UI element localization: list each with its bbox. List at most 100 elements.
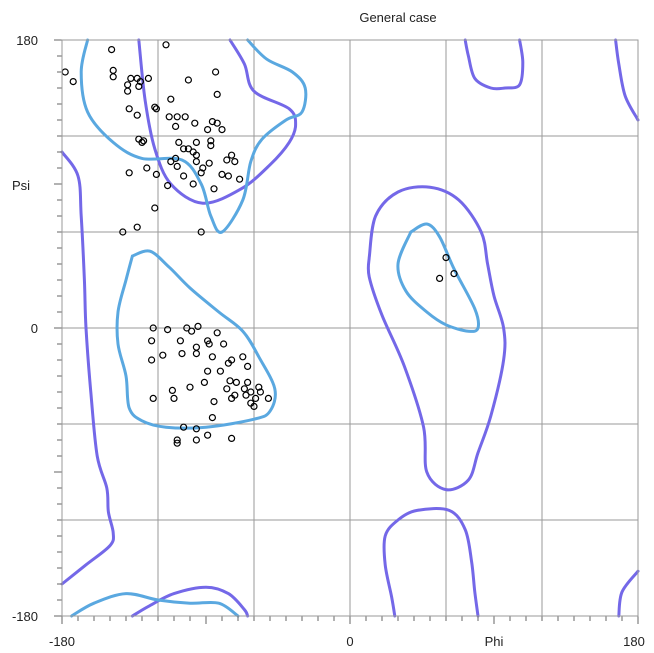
data-point — [119, 228, 127, 236]
data-point — [442, 254, 450, 262]
data-point — [181, 113, 189, 121]
data-point — [125, 105, 133, 113]
data-point — [450, 270, 458, 278]
allowed-region-contour — [366, 185, 507, 492]
data-point — [231, 158, 239, 166]
data-point — [149, 324, 157, 332]
favoured-region-contour — [70, 592, 240, 618]
data-point — [151, 204, 159, 212]
data-point — [212, 68, 220, 76]
x-axis-label: Phi — [485, 634, 504, 649]
data-point — [123, 87, 132, 95]
data-point — [208, 353, 216, 361]
data-point — [125, 169, 133, 177]
data-point — [148, 356, 156, 364]
allowed-region-contour — [60, 150, 116, 586]
data-point — [228, 394, 236, 402]
data-point — [239, 353, 247, 361]
allowed-region-contour — [463, 38, 525, 91]
data-point — [223, 156, 231, 164]
data-point — [192, 158, 200, 166]
data-point — [208, 414, 216, 422]
data-point — [149, 394, 157, 402]
data-point — [144, 74, 152, 83]
data-point — [204, 367, 212, 375]
data-point — [167, 95, 175, 103]
data-point — [247, 388, 255, 396]
data-point — [228, 151, 236, 159]
data-point — [210, 185, 218, 193]
allowed-region-contour — [137, 38, 298, 205]
data-point — [199, 164, 207, 172]
data-point — [213, 329, 221, 337]
data-point — [213, 119, 221, 127]
data-point — [109, 73, 117, 81]
data-points — [61, 41, 458, 447]
y-tick-label-neg180: -180 — [12, 609, 38, 624]
data-point — [143, 164, 151, 172]
data-point — [136, 77, 144, 86]
data-point — [255, 383, 263, 391]
data-point — [162, 41, 170, 49]
data-point — [218, 170, 226, 178]
data-point — [178, 350, 186, 358]
data-point — [191, 119, 199, 127]
data-point — [194, 322, 202, 330]
data-point — [205, 340, 213, 348]
data-point — [197, 228, 205, 236]
data-point — [180, 172, 188, 180]
data-point — [204, 126, 212, 134]
chart-title: General case — [359, 10, 436, 25]
data-point — [436, 274, 444, 282]
data-point — [109, 66, 117, 75]
data-point — [192, 425, 200, 433]
data-point — [244, 378, 252, 386]
favoured-region-contour — [115, 249, 277, 430]
data-point — [148, 337, 156, 345]
data-point — [184, 145, 192, 153]
data-point — [69, 77, 77, 86]
data-point — [242, 391, 250, 399]
data-point — [184, 76, 192, 84]
data-point — [152, 105, 160, 113]
data-point — [165, 113, 173, 121]
data-point — [173, 162, 181, 170]
data-point — [107, 45, 116, 54]
data-point — [226, 377, 234, 385]
data-point — [180, 145, 188, 153]
data-point — [223, 385, 231, 393]
y-axis-label: Psi — [12, 178, 30, 193]
data-point — [167, 158, 175, 166]
allowed-region-contour — [382, 507, 480, 618]
data-point — [168, 386, 176, 394]
data-point — [133, 223, 141, 231]
x-tick-label-neg180: -180 — [49, 634, 75, 649]
data-point — [138, 138, 146, 146]
data-point — [205, 159, 213, 167]
data-point — [216, 367, 224, 375]
favoured-region-contour — [396, 222, 481, 333]
data-point — [220, 340, 228, 348]
data-point — [159, 351, 167, 359]
data-point — [197, 169, 205, 177]
data-point — [140, 137, 148, 145]
data-point — [192, 343, 200, 351]
y-tick-label-180: 180 — [16, 33, 38, 48]
data-point — [173, 113, 181, 121]
favoured-region-contour — [79, 38, 308, 234]
data-point — [213, 90, 221, 99]
data-point — [186, 383, 194, 391]
data-point — [183, 324, 191, 332]
data-point — [172, 122, 180, 131]
data-point — [180, 423, 188, 431]
data-point — [264, 394, 272, 402]
data-point — [207, 142, 215, 150]
data-point — [61, 68, 69, 76]
data-point — [210, 398, 218, 406]
data-point — [123, 81, 132, 89]
data-point — [228, 434, 236, 442]
data-point — [244, 362, 252, 370]
data-point — [173, 439, 181, 447]
data-point — [176, 337, 184, 345]
data-point — [189, 180, 197, 188]
